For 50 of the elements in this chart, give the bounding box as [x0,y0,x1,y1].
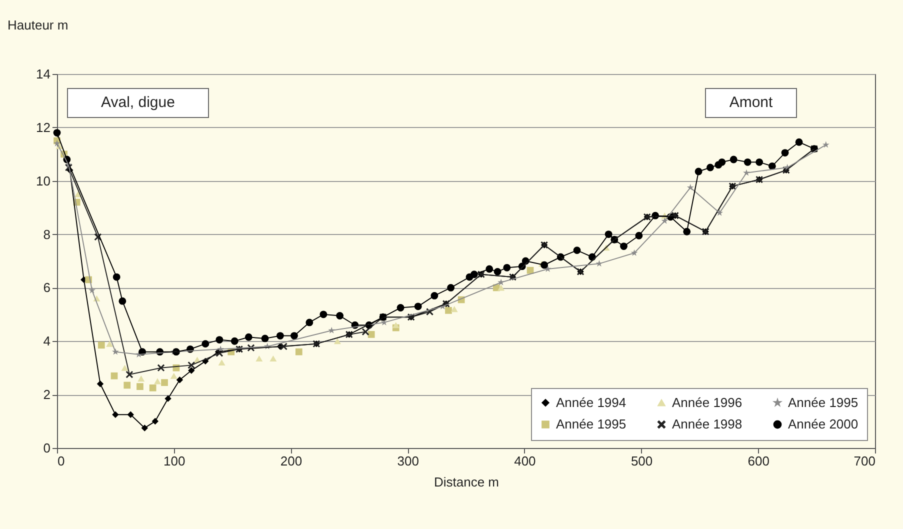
point [126,370,134,378]
point [392,322,400,328]
legend-label: Année 2000 [788,416,858,432]
legend-label: Année 1995 [556,416,626,432]
x-tick-label: 700 [854,454,876,468]
y-tick-label: 0 [43,440,50,456]
point [124,382,131,389]
point [450,306,458,312]
point [149,384,156,392]
x-tick-label: 200 [280,454,302,468]
y-tick-label: 14 [36,66,50,82]
point [270,355,277,362]
x-tick-label: 600 [748,454,770,468]
y-tick-label: 12 [36,120,50,135]
note-box: Aval, digue [67,88,209,118]
legend-label: Année 1994 [556,394,626,410]
point [98,342,105,349]
x-tick-label: 300 [397,454,419,468]
point [106,340,114,347]
x-tick-label: 500 [630,454,653,468]
point [136,383,144,390]
legend-label: Année 1995 [788,394,858,410]
point [121,364,128,371]
point [368,331,375,338]
point [138,376,145,382]
point [218,359,226,366]
legend-label: Année 1996 [672,394,742,410]
note-box: Amont [705,88,797,118]
y-tick-label: 8 [43,226,50,242]
point [334,338,341,344]
y-tick-label: 10 [36,173,50,188]
x-tick-label: 100 [164,454,186,468]
point [170,372,178,379]
point [822,141,830,148]
y-axis-title: Hauteur m [8,18,68,32]
point [445,306,452,314]
y-tick-label: 4 [43,334,50,349]
x-tick-label: 400 [514,454,536,468]
point [256,355,263,362]
x-axis-title: Distance m [434,474,500,490]
point [154,378,161,384]
point [526,266,534,274]
x-tick-label: 0 [58,454,65,468]
point [295,348,302,356]
point [110,372,118,380]
y-tick-label: 6 [43,280,50,296]
y-tick-label: 2 [43,387,50,402]
point [498,284,505,291]
point [161,379,168,386]
legend-label: Année 1998 [672,416,742,432]
